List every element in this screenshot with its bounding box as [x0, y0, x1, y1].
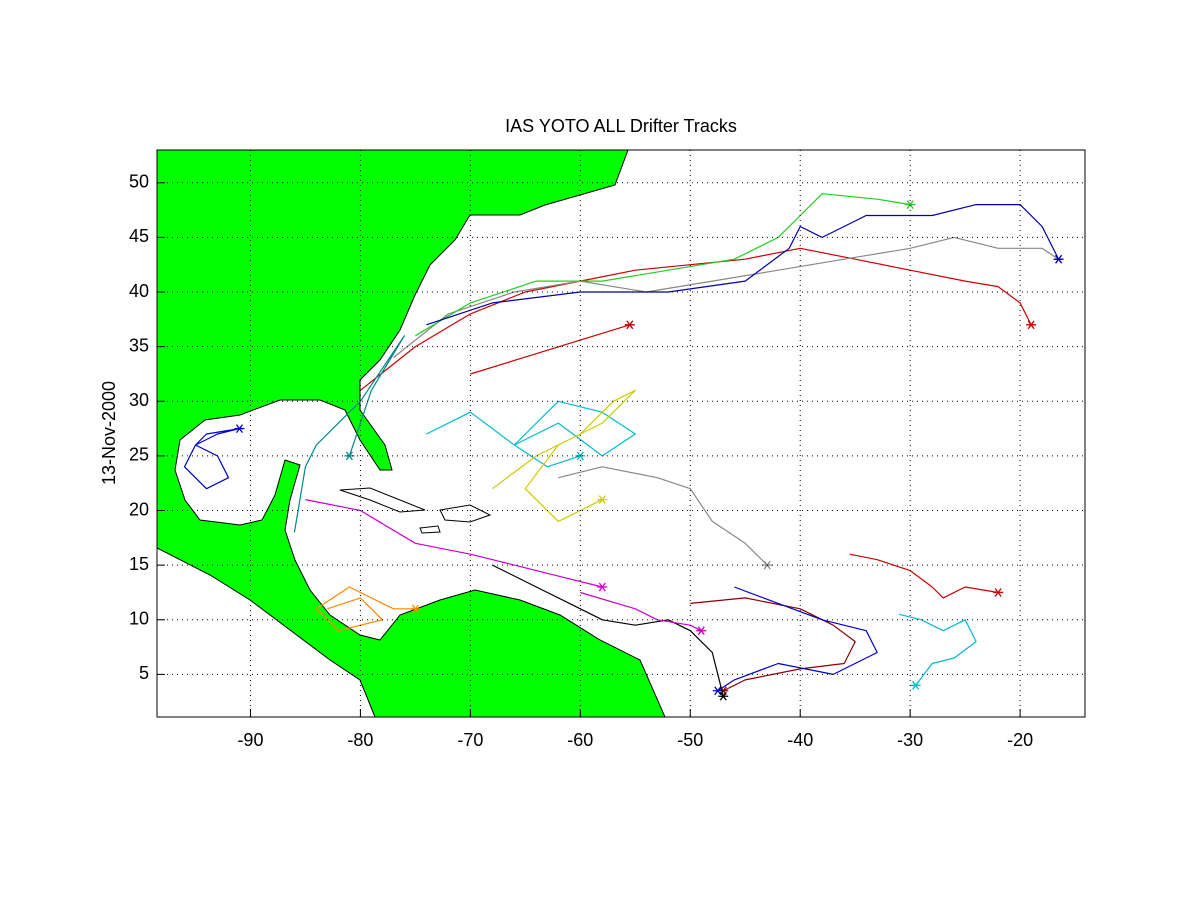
- drifter-track: [415, 193, 911, 337]
- track-end-marker: [910, 680, 921, 690]
- drifter-track: [492, 564, 724, 697]
- x-tick-label: -70: [457, 730, 483, 750]
- drifter-track: [393, 236, 1059, 359]
- drifter-track: [470, 324, 630, 375]
- chart-title: IAS YOTO ALL Drifter Tracks: [505, 116, 737, 136]
- drifter-track: [492, 389, 636, 522]
- track-end-marker: [624, 320, 635, 330]
- y-tick-label: 45: [129, 226, 149, 246]
- drifter-track: [183, 428, 240, 490]
- drifter-track: [293, 335, 405, 533]
- track-end-marker: [905, 200, 916, 210]
- track-end-marker: [410, 604, 421, 614]
- x-tick-label: -20: [1007, 730, 1033, 750]
- track-end-marker: [696, 626, 707, 636]
- land: [157, 150, 666, 717]
- track-end-marker: [597, 582, 608, 592]
- x-tick-label: -50: [677, 730, 703, 750]
- drifter-track: [849, 553, 999, 599]
- track-end-marker: [718, 691, 729, 701]
- plot-frame: [156, 149, 1086, 718]
- y-tick-label: 35: [129, 335, 149, 355]
- drifter-track: [899, 613, 977, 686]
- y-tick-label: 20: [129, 499, 149, 519]
- track-end-marker: [712, 686, 723, 696]
- island: [339, 487, 426, 513]
- x-tick-label: -40: [787, 730, 813, 750]
- track-end-marker: [1026, 320, 1037, 330]
- island: [439, 504, 492, 523]
- drifter-track: [360, 247, 1032, 391]
- y-tick-label: 40: [129, 281, 149, 301]
- drifter-track: [558, 466, 768, 566]
- y-tick-label: 10: [129, 609, 149, 629]
- y-axis-label: 13-Nov-2000: [99, 381, 119, 485]
- drifter-track: [426, 400, 636, 468]
- y-tick-label: 30: [129, 390, 149, 410]
- y-tick-label: 15: [129, 554, 149, 574]
- island: [419, 525, 441, 534]
- drifter-track: [690, 597, 856, 692]
- drifter-track: [426, 204, 1060, 326]
- y-tick-label: 50: [129, 172, 149, 192]
- x-tick-label: -80: [347, 730, 373, 750]
- track-end-marker: [597, 495, 608, 504]
- y-tick-label: 25: [129, 445, 149, 465]
- drifter-track: [717, 586, 878, 692]
- track-end-marker: [234, 424, 245, 433]
- track-end-marker: [993, 588, 1004, 597]
- track-end-marker: [1053, 254, 1064, 264]
- x-tick-label: -90: [237, 730, 263, 750]
- x-tick-label: -30: [897, 730, 923, 750]
- x-tick-label: -60: [567, 730, 593, 750]
- y-tick-label: 5: [139, 663, 149, 683]
